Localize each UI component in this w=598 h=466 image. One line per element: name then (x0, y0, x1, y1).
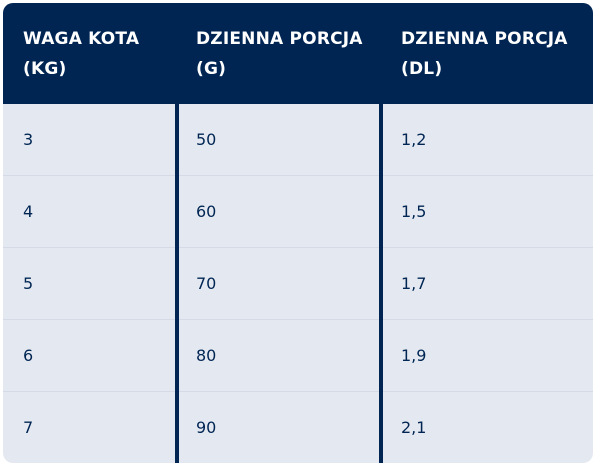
table-header: WAGA KOTA (KG) DZIENNA PORCJA (G) DZIENN… (3, 3, 593, 104)
cell-portion-dl: 1,7 (401, 274, 427, 293)
cell-portion-dl: 2,1 (401, 418, 427, 437)
feeding-table: WAGA KOTA (KG) DZIENNA PORCJA (G) DZIENN… (3, 3, 593, 463)
header-daily-portion-dl: DZIENNA PORCJA (DL) (401, 24, 568, 84)
header-daily-portion-g-line2: (G) (196, 59, 227, 79)
header-daily-portion-dl-line1: DZIENNA PORCJA (401, 29, 568, 49)
cell-portion-g: 50 (196, 130, 217, 149)
cell-portion-g: 60 (196, 202, 217, 221)
cell-weight: 4 (23, 202, 34, 221)
cell-portion-dl: 1,5 (401, 202, 427, 221)
column-divider (379, 104, 383, 463)
cell-portion-g: 80 (196, 346, 217, 365)
table-row: 4 60 1,5 (3, 176, 593, 248)
cell-portion-g: 90 (196, 418, 217, 437)
header-cat-weight-line1: WAGA KOTA (23, 29, 140, 49)
column-divider (175, 104, 179, 463)
cell-portion-g: 70 (196, 274, 217, 293)
cell-weight: 6 (23, 346, 34, 365)
cell-portion-dl: 1,2 (401, 130, 427, 149)
cell-portion-dl: 1,9 (401, 346, 427, 365)
table-row: 3 50 1,2 (3, 104, 593, 176)
header-daily-portion-dl-line2: (DL) (401, 59, 443, 79)
table-row: 6 80 1,9 (3, 320, 593, 392)
header-daily-portion-g: DZIENNA PORCJA (G) (196, 24, 363, 84)
table-row: 7 90 2,1 (3, 392, 593, 463)
cell-weight: 5 (23, 274, 34, 293)
table-row: 5 70 1,7 (3, 248, 593, 320)
cell-weight: 7 (23, 418, 34, 437)
header-daily-portion-g-line1: DZIENNA PORCJA (196, 29, 363, 49)
header-cat-weight-line2: (KG) (23, 59, 67, 79)
cell-weight: 3 (23, 130, 34, 149)
header-cat-weight: WAGA KOTA (KG) (23, 24, 139, 84)
